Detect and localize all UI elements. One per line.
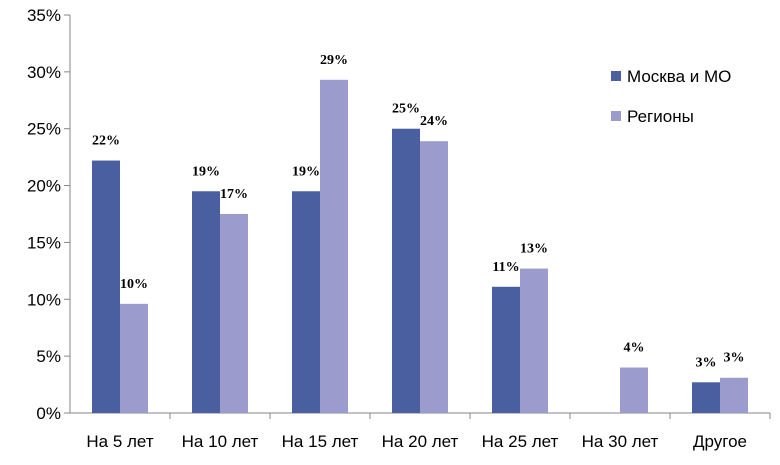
y-tick-label: 15% [27,233,61,252]
bar [320,79,348,414]
data-label: 10% [120,277,148,292]
y-tick-label: 0% [36,404,61,423]
data-label: 11% [492,260,519,275]
bar [192,191,220,413]
bar [620,367,648,413]
y-tick-label: 5% [36,347,61,366]
bar [520,268,548,413]
x-tick-label: На 15 лет [282,432,359,451]
y-tick-label: 10% [27,290,61,309]
bar [392,128,420,413]
legend-swatch [611,71,621,81]
data-label: 4% [624,341,645,356]
data-label: 19% [192,164,220,179]
x-tick-label: На 25 лет [482,432,559,451]
data-label: 24% [420,114,448,129]
data-label: 3% [696,355,717,370]
bar [420,141,448,414]
data-label: 25% [392,102,420,117]
legend-swatch [611,111,621,121]
bar [692,382,720,413]
y-tick-label: 25% [27,120,61,139]
data-label: 19% [292,164,320,179]
x-tick-label: На 5 лет [86,432,153,451]
data-label: 3% [724,351,745,366]
bar [92,160,120,413]
bars [92,79,748,414]
bar [120,303,148,413]
bar [220,214,248,413]
legend-label: Регионы [627,107,694,126]
x-tick-label: На 10 лет [182,432,259,451]
data-label: 17% [220,187,248,202]
y-tick-label: 35% [27,6,61,25]
data-label: 29% [320,53,348,68]
axes: 0% 5% 10% 15% 20% 25% 30% 35% На 5 лет На 10 лет Н… [27,6,771,451]
legend: Москва и МО Регионы [611,67,731,126]
bar [292,191,320,413]
data-label: 13% [520,242,548,257]
y-tick-label: 20% [27,177,61,196]
x-tick-label: На 30 лет [582,432,659,451]
data-labels: 22%10%19%17%19%29%25%24%11%13%4%3% 3% [92,53,745,370]
bar [720,377,748,413]
legend-label: Москва и МО [627,67,731,86]
x-tick-label: Другое [693,432,747,451]
bar [492,286,520,413]
x-tick-label: На 20 лет [382,432,459,451]
y-tick-label: 30% [27,63,61,82]
data-label: 22% [92,134,120,149]
